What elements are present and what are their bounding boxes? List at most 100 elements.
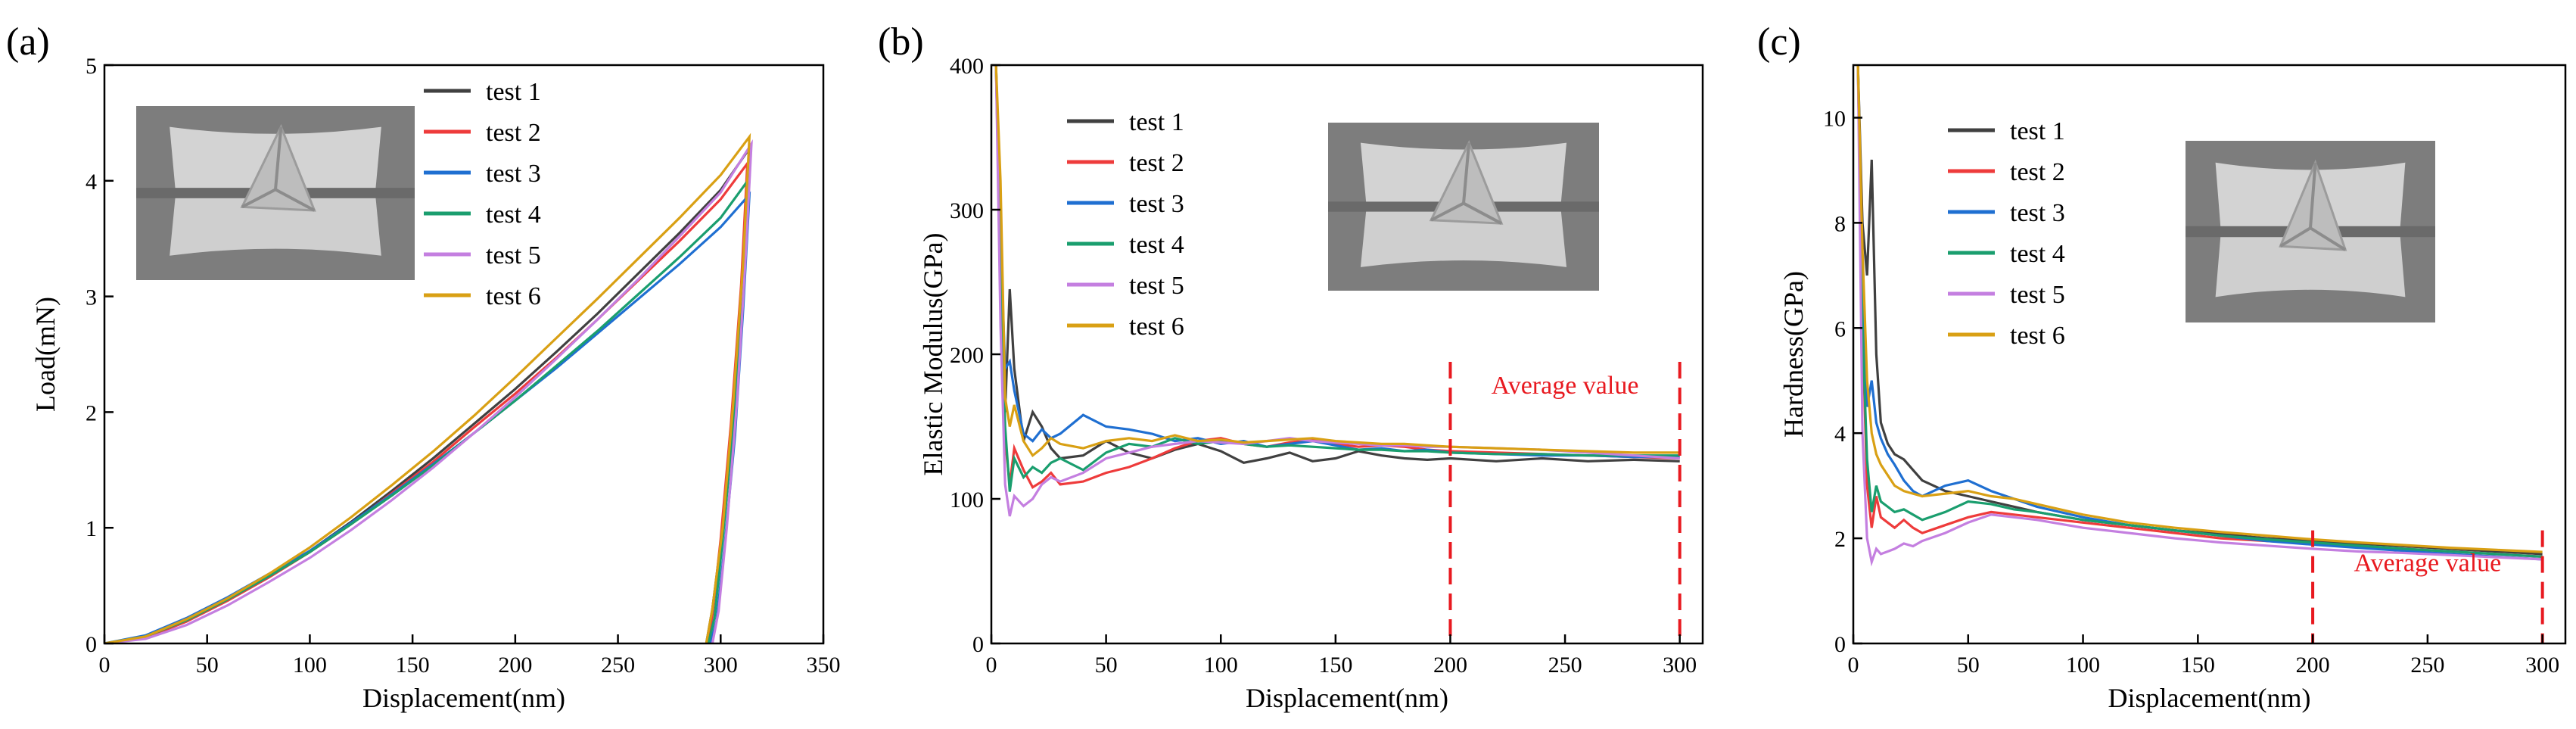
x-tick-label: 150 xyxy=(1318,653,1352,678)
legend-label: test 1 xyxy=(1129,108,1184,136)
x-tick-label: 200 xyxy=(498,653,532,678)
x-tick-label: 50 xyxy=(1957,653,1980,678)
y-tick-label: 400 xyxy=(950,54,984,79)
legend-entry-4: test 5 xyxy=(1948,281,2065,309)
legend-label: test 3 xyxy=(2010,199,2065,227)
panel-label-c: (c) xyxy=(1757,20,1801,64)
x-axis-title: Displacement(nm) xyxy=(2108,683,2311,713)
y-tick-label: 3 xyxy=(86,285,97,310)
y-tick-label: 1 xyxy=(86,516,97,541)
x-tick-label: 50 xyxy=(196,653,219,678)
legend-label: test 2 xyxy=(486,119,541,147)
legend-label: test 4 xyxy=(1129,231,1184,259)
legend-entry-0: test 1 xyxy=(1948,117,2065,145)
legend-label: test 5 xyxy=(2010,281,2065,309)
x-axis-title: Displacement(nm) xyxy=(362,683,565,713)
y-tick-label: 0 xyxy=(1834,632,1846,657)
inset-sem-image xyxy=(2186,141,2435,322)
y-tick-label: 0 xyxy=(86,632,97,657)
legend-entry-1: test 2 xyxy=(1067,149,1184,177)
panel-c: Average value 0 50 100 150 200 250 300 0 2 4 6 8 10 Di… xyxy=(1778,64,2567,713)
panel-a: 0 50 100 150 200 250 300 350 0 1 2 3 4 5 Displacement(… xyxy=(30,54,841,713)
inset-sem-image xyxy=(136,106,415,280)
series-line-2-3 xyxy=(1856,65,2543,558)
legend-entry-3: test 4 xyxy=(1067,231,1184,259)
x-tick-label: 350 xyxy=(807,653,841,678)
x-tick-label: 150 xyxy=(2181,653,2215,678)
legend-entry-3: test 4 xyxy=(1948,240,2065,268)
series-line-2-2 xyxy=(1856,65,2543,561)
y-axis-title: Hardness(GPa) xyxy=(1778,271,1809,438)
series-line-2-5 xyxy=(1856,65,2543,553)
series-line-1-5 xyxy=(994,65,1680,458)
legend-label: test 6 xyxy=(2010,322,2065,350)
y-tick-label: 100 xyxy=(950,488,984,512)
x-tick-label: 50 xyxy=(1095,653,1118,678)
x-tick-label: 0 xyxy=(99,653,110,678)
x-tick-label: 200 xyxy=(2296,653,2330,678)
legend-entry-5: test 6 xyxy=(424,282,541,310)
x-tick-label: 300 xyxy=(704,653,738,678)
legend-entry-0: test 1 xyxy=(1067,108,1184,136)
series-line-2-4 xyxy=(1856,65,2543,567)
legend-label: test 5 xyxy=(1129,272,1184,300)
y-tick-label: 2 xyxy=(86,400,97,425)
y-tick-label: 300 xyxy=(950,198,984,223)
y-tick-label: 2 xyxy=(1834,527,1846,552)
y-tick-label: 6 xyxy=(1834,316,1846,341)
legend-entry-2: test 3 xyxy=(1067,190,1184,218)
y-tick-label: 200 xyxy=(950,343,984,368)
legend-label: test 6 xyxy=(486,282,541,310)
legend-entry-4: test 5 xyxy=(424,241,541,269)
x-tick-label: 100 xyxy=(293,653,327,678)
x-tick-label: 150 xyxy=(396,653,430,678)
legend-label: test 2 xyxy=(1129,149,1184,177)
x-tick-label: 0 xyxy=(1848,653,1859,678)
average-value-label: Average value xyxy=(2354,549,2501,577)
x-tick-label: 100 xyxy=(2066,653,2100,678)
series-line-0-4 xyxy=(104,139,753,643)
inset-sem-image xyxy=(1328,123,1599,291)
legend-entry-3: test 4 xyxy=(424,201,541,229)
plot-frame xyxy=(103,64,825,645)
y-tick-label: 4 xyxy=(1834,422,1846,447)
y-tick-label: 10 xyxy=(1823,106,1846,131)
series-line-0-5 xyxy=(104,132,751,643)
legend-label: test 6 xyxy=(1129,313,1184,341)
x-tick-label: 300 xyxy=(1663,653,1697,678)
x-tick-label: 300 xyxy=(2525,653,2559,678)
legend-entry-5: test 6 xyxy=(1067,313,1184,341)
series-line-2-0 xyxy=(1856,65,2543,556)
legend-label: test 4 xyxy=(486,201,541,229)
panel-label-a: (a) xyxy=(6,20,50,64)
x-tick-label: 250 xyxy=(601,653,635,678)
legend-label: test 2 xyxy=(2010,158,2065,186)
legend-label: test 5 xyxy=(486,241,541,269)
y-axis-title: Elastic Modulus(GPa) xyxy=(918,233,948,476)
x-tick-label: 100 xyxy=(1204,653,1238,678)
average-value-label: Average value xyxy=(1492,372,1639,400)
plot-frame xyxy=(1852,64,2567,645)
x-axis-title: Displacement(nm) xyxy=(1246,683,1448,713)
y-tick-label: 5 xyxy=(86,54,97,79)
legend-label: test 3 xyxy=(1129,190,1184,218)
legend-entry-1: test 2 xyxy=(1948,158,2065,186)
x-tick-label: 250 xyxy=(2410,653,2444,678)
y-axis-title: Load(mN) xyxy=(30,297,61,412)
legend-label: test 1 xyxy=(486,78,541,106)
y-tick-label: 8 xyxy=(1834,211,1846,236)
legend-entry-2: test 3 xyxy=(424,160,541,188)
panel-label-b: (b) xyxy=(878,20,924,64)
legend-label: test 1 xyxy=(2010,117,2065,145)
legend-entry-0: test 1 xyxy=(424,78,541,106)
x-tick-label: 250 xyxy=(1548,653,1582,678)
x-tick-label: 200 xyxy=(1433,653,1467,678)
y-tick-label: 4 xyxy=(86,170,97,195)
legend-entry-4: test 5 xyxy=(1067,272,1184,300)
legend-label: test 3 xyxy=(486,160,541,188)
legend-entry-2: test 3 xyxy=(1948,199,2065,227)
x-tick-label: 0 xyxy=(986,653,997,678)
y-tick-label: 0 xyxy=(972,632,984,657)
legend-label: test 4 xyxy=(2010,240,2065,268)
